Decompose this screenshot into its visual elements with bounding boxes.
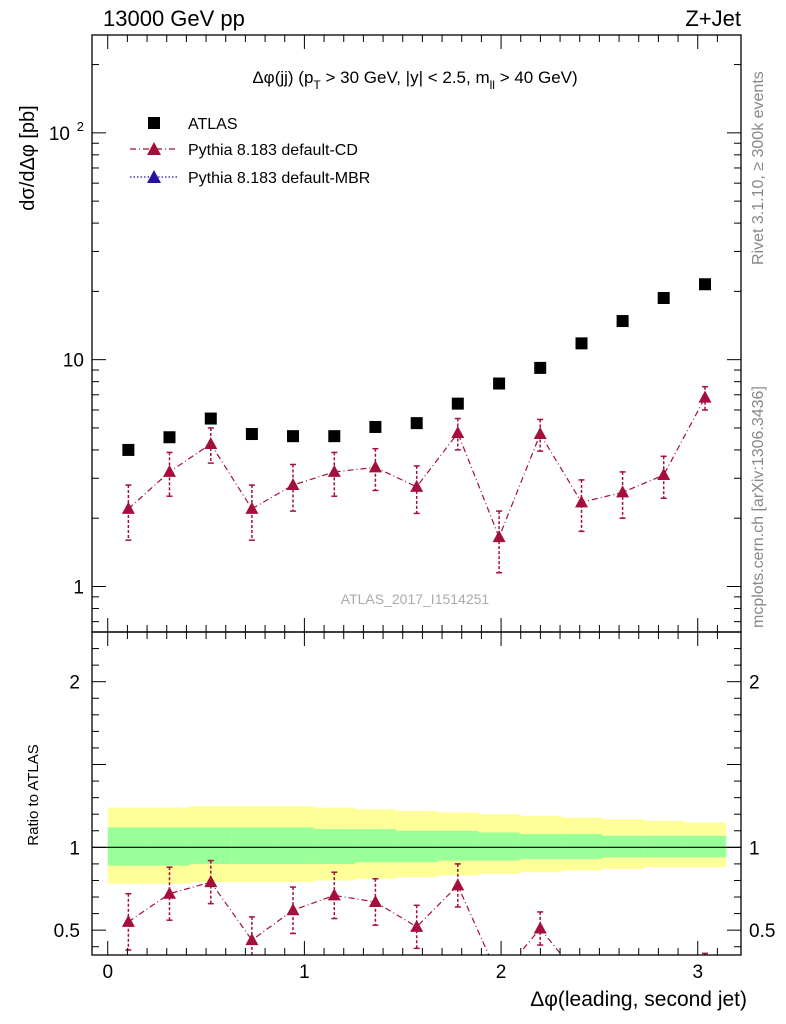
legend-mbr-marker [147, 170, 161, 183]
ratio-cd-point [327, 888, 341, 901]
ratio-cd-point [121, 914, 135, 927]
cd-point [121, 501, 135, 514]
cd-point [492, 530, 506, 543]
main-ylabel: dσ/dΔφ [pb] [17, 105, 39, 210]
watermark: ATLAS_2017_I1514251 [341, 591, 490, 607]
uncertainty-band-inner [190, 827, 232, 864]
atlas-point [245, 428, 258, 441]
cd-point [245, 501, 259, 514]
uncertainty-band-inner [272, 827, 315, 864]
uncertainty-band-inner [684, 835, 727, 858]
atlas-point [616, 315, 629, 328]
ratio-ytick-label-left: 0.5 [54, 921, 80, 942]
ratio-bands [92, 805, 741, 884]
uncertainty-band-inner [313, 829, 356, 864]
atlas-point [699, 278, 712, 291]
atlas-point [657, 292, 670, 305]
ratio-cd-point [286, 903, 300, 916]
ratio-xtick-label: 1 [299, 962, 310, 983]
atlas-point [369, 420, 382, 433]
main-ytick-label-exponent: 2 [77, 119, 84, 134]
ratio-cd-point [245, 933, 259, 946]
ratio-cd-point [533, 921, 547, 934]
legend: ATLAS Pythia 8.183 default-CD Pythia 8.1… [130, 116, 370, 187]
ratio-ticks: 0.5 0.5 1 1 2 2 0 1 2 3 [54, 631, 775, 983]
legend-atlas-marker [148, 117, 160, 129]
main-marks [121, 278, 712, 574]
atlas-point [534, 361, 547, 374]
uncertainty-band-inner [478, 832, 521, 861]
cd-point [698, 390, 712, 403]
uncertainty-band-inner [560, 834, 603, 859]
legend-cd-label: Pythia 8.183 default-CD [188, 142, 358, 159]
ratio-cd-point [368, 894, 382, 907]
cd-series-line [127, 397, 706, 539]
main-ticks: 1 10 10 2 [49, 35, 741, 632]
atlas-point [410, 417, 423, 430]
main-ytick-label: 10 [63, 351, 84, 372]
atlas-point [286, 430, 299, 443]
header-right: Z+Jet [685, 6, 741, 31]
ratio-panel: 0.5 0.5 1 1 2 2 0 1 2 3 Ratio to ATLAS Δφ(leading… [25, 631, 775, 1011]
cd-point [451, 425, 465, 438]
atlas-point [122, 443, 135, 456]
ratio-cd-point [451, 878, 465, 891]
ratio-marks [121, 859, 709, 955]
main-panel: 1 10 10 2 Δφ(jj) (pT > 30 GeV, |y| < 2.5, m… [17, 34, 742, 633]
ratio-ytick-label-right: 0.5 [749, 921, 775, 942]
legend-mbr-label: Pythia 8.183 default-MBR [188, 170, 370, 187]
uncertainty-band-inner [643, 835, 685, 858]
cd-point [657, 468, 671, 481]
mcplots-label: mcplots.cern.ch [arXiv:1306.3436] [750, 386, 767, 628]
ratio-xtick-label: 2 [496, 962, 507, 983]
uncertainty-band-inner [354, 829, 397, 863]
ratio-ytick-label-right: 2 [749, 673, 760, 694]
uncertainty-band-inner [231, 827, 274, 864]
ratio-frame [91, 631, 742, 956]
uncertainty-band-inner [601, 835, 644, 858]
cd-point [204, 436, 218, 449]
cd-point [410, 479, 424, 492]
uncertainty-band-inner [396, 830, 438, 863]
ratio-clipped-group [121, 859, 709, 955]
rivet-label: Rivet 3.1.10, ≥ 300k events [750, 71, 767, 265]
uncertainty-band-inner [437, 830, 479, 861]
header-left: 13000 GeV pp [103, 6, 245, 31]
atlas-point [451, 397, 464, 410]
atlas-point [328, 430, 341, 443]
uncertainty-band-inner [148, 827, 191, 866]
atlas-point [493, 377, 506, 390]
ratio-xtick-label: 0 [102, 962, 113, 983]
atlas-point [204, 412, 217, 425]
legend-cd-marker [147, 142, 161, 155]
cd-point [533, 427, 547, 440]
ratio-cd-point [162, 886, 176, 899]
cd-point [162, 464, 176, 477]
uncertainty-band-inner [107, 827, 150, 866]
ratio-cd-point [410, 919, 424, 932]
cd-point [327, 464, 341, 477]
ratio-ylabel: Ratio to ATLAS [25, 744, 42, 845]
ratio-cd-line [128, 881, 563, 955]
main-title: Δφ(jj) (pT > 30 GeV, |y| < 2.5, mll > 40… [252, 68, 577, 92]
atlas-point [163, 431, 176, 444]
uncertainty-band-inner [519, 834, 562, 859]
ratio-ytick-label-left: 1 [69, 838, 80, 859]
cd-point [368, 460, 382, 473]
ratio-ytick-label-right: 1 [749, 838, 760, 859]
main-ytick-label: 1 [73, 577, 84, 598]
ratio-xlabel: Δφ(leading, second jet) [530, 988, 747, 1011]
ratio-cd-point [204, 875, 218, 888]
atlas-point [575, 337, 588, 350]
main-ytick-label: 10 [49, 124, 70, 145]
ratio-xtick-label: 3 [692, 962, 703, 983]
legend-atlas-label: ATLAS [188, 116, 238, 133]
cd-point [616, 485, 630, 498]
cd-point [286, 478, 300, 491]
ratio-ytick-label-left: 2 [69, 673, 80, 694]
cd-point [575, 495, 589, 508]
